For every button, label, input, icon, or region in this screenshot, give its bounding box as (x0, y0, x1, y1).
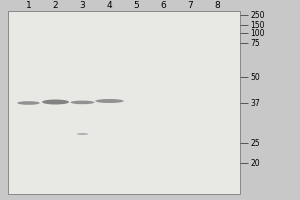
Text: 7: 7 (188, 1, 194, 10)
Ellipse shape (70, 101, 94, 104)
Ellipse shape (42, 99, 69, 104)
Ellipse shape (77, 133, 88, 135)
Text: 150: 150 (250, 21, 265, 29)
Text: 50: 50 (250, 72, 260, 82)
Text: 37: 37 (250, 98, 260, 108)
Text: 20: 20 (250, 158, 260, 167)
Text: 5: 5 (134, 1, 140, 10)
Text: 3: 3 (80, 1, 85, 10)
Text: 75: 75 (250, 38, 260, 47)
Text: 250: 250 (250, 10, 265, 20)
Text: 100: 100 (250, 28, 265, 38)
Text: 4: 4 (107, 1, 112, 10)
Ellipse shape (95, 99, 124, 103)
Text: 25: 25 (250, 138, 260, 147)
Text: 6: 6 (160, 1, 166, 10)
Bar (8, 11, 240, 194)
Text: 1: 1 (26, 1, 32, 10)
Ellipse shape (17, 101, 40, 105)
Text: 2: 2 (53, 1, 58, 10)
Text: 8: 8 (214, 1, 220, 10)
